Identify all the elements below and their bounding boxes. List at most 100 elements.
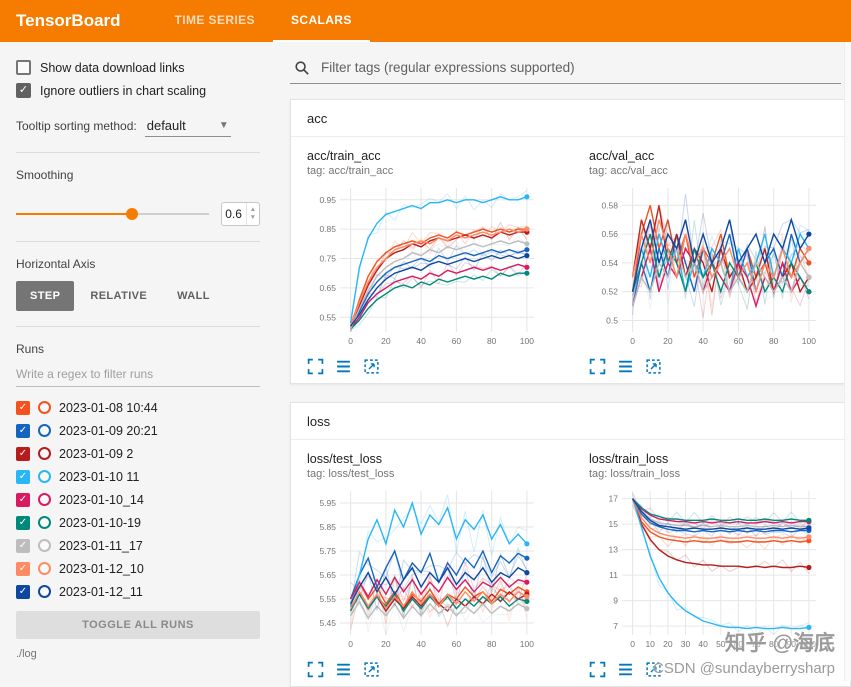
run-row[interactable]: ✓ 2023-01-11_17 — [16, 534, 260, 557]
run-checkbox[interactable]: ✓ — [16, 469, 30, 484]
smoothing-value-input[interactable] — [221, 203, 246, 225]
svg-text:40: 40 — [416, 639, 426, 649]
svg-text:40: 40 — [698, 639, 708, 649]
svg-text:5.55: 5.55 — [319, 594, 336, 604]
run-checkbox[interactable]: ✓ — [16, 423, 30, 438]
svg-text:0.85: 0.85 — [319, 224, 336, 234]
axis-option-relative[interactable]: RELATIVE — [76, 281, 161, 311]
run-radio[interactable] — [38, 493, 51, 506]
run-checkbox[interactable]: ✓ — [16, 446, 30, 461]
log-scale-icon[interactable] — [617, 661, 634, 678]
line-chart[interactable]: 7 9 11 13 15 17 0 10 20 30 40 50 60 70 80 90 100 — [589, 484, 825, 656]
chart-acc-val: acc/val_acc tag: acc/val_acc 0.5 0.52 0.54… — [589, 149, 825, 375]
fit-domain-icon[interactable] — [363, 661, 380, 678]
run-checkbox[interactable]: ✓ — [16, 492, 30, 507]
chart-toolbar — [589, 661, 825, 678]
run-label: 2023-01-08 10:44 — [59, 400, 158, 415]
run-checkbox[interactable]: ✓ — [16, 538, 30, 553]
axis-option-step[interactable]: STEP — [16, 281, 75, 311]
fullscreen-icon[interactable] — [307, 358, 324, 375]
smoothing-slider[interactable] — [16, 208, 209, 220]
log-scale-icon[interactable] — [335, 661, 352, 678]
svg-text:20: 20 — [381, 336, 391, 346]
smoothing-row: ▲ ▼ — [16, 202, 260, 226]
run-row[interactable]: ✓ 2023-01-08 10:44 — [16, 396, 260, 419]
run-checkbox[interactable]: ✓ — [16, 400, 30, 415]
tooltip-sorting-label: Tooltip sorting method: — [16, 119, 137, 133]
horizontal-axis-label: Horizontal Axis — [16, 257, 96, 271]
section-title-acc[interactable]: acc — [291, 100, 850, 137]
svg-text:0.58: 0.58 — [601, 200, 618, 210]
chart-title: acc/train_acc — [307, 149, 381, 163]
tooltip-sorting-select[interactable]: default ▼ — [144, 116, 231, 137]
run-radio[interactable] — [38, 401, 51, 414]
svg-text:80: 80 — [769, 639, 779, 649]
line-chart[interactable]: 0.55 0.65 0.75 0.85 0.95 0 20 40 60 80 100 — [307, 181, 543, 353]
run-checkbox[interactable]: ✓ — [16, 561, 30, 576]
toggle-all-runs-button[interactable]: TOGGLE ALL RUNS — [16, 611, 260, 639]
run-row[interactable]: ✓ 2023-01-10 11 — [16, 465, 260, 488]
line-chart[interactable]: 5.45 5.55 5.65 5.75 5.85 5.95 0 20 40 60 80 100 — [307, 484, 543, 656]
run-row[interactable]: ✓ 2023-01-12_10 — [16, 557, 260, 580]
fullscreen-icon[interactable] — [589, 358, 606, 375]
ignore-outliers-checkbox[interactable]: Ignore outliers in chart scaling — [16, 83, 260, 98]
run-row[interactable]: ✓ 2023-01-09 2 — [16, 442, 260, 465]
line-chart[interactable]: 0.5 0.52 0.54 0.56 0.58 0 20 40 60 80 100 — [589, 181, 825, 353]
svg-text:11: 11 — [609, 570, 618, 580]
run-radio[interactable] — [38, 516, 51, 529]
checkbox-icon — [16, 83, 31, 98]
scrollbar[interactable] — [844, 42, 851, 681]
svg-text:0: 0 — [348, 336, 353, 346]
show-download-links-checkbox[interactable]: Show data download links — [16, 60, 260, 75]
svg-text:0.65: 0.65 — [319, 283, 336, 293]
slider-thumb[interactable] — [125, 208, 138, 220]
svg-text:100: 100 — [520, 336, 534, 346]
axis-option-wall[interactable]: WALL — [163, 281, 224, 311]
svg-text:20: 20 — [381, 639, 391, 649]
run-radio[interactable] — [38, 562, 51, 575]
section-card-loss: loss loss/test_loss tag: loss/test_loss … — [290, 402, 851, 687]
run-radio[interactable] — [38, 424, 51, 437]
run-radio[interactable] — [38, 470, 51, 483]
svg-text:5.75: 5.75 — [319, 546, 336, 556]
run-filter-input[interactable] — [16, 362, 260, 387]
svg-text:40: 40 — [698, 336, 708, 346]
log-scale-icon[interactable] — [335, 358, 352, 375]
run-radio[interactable] — [38, 585, 51, 598]
fit-domain-icon[interactable] — [645, 358, 662, 375]
chart-tag: tag: acc/train_acc — [307, 165, 394, 177]
log-scale-icon[interactable] — [617, 358, 634, 375]
run-radio[interactable] — [38, 539, 51, 552]
run-radio[interactable] — [38, 447, 51, 460]
chart-title: acc/val_acc — [589, 149, 655, 163]
chart-title: loss/test_loss — [307, 452, 383, 466]
fullscreen-icon[interactable] — [589, 661, 606, 678]
run-row[interactable]: ✓ 2023-01-09 20:21 — [16, 419, 260, 442]
svg-text:90: 90 — [787, 639, 797, 649]
fullscreen-icon[interactable] — [307, 661, 324, 678]
run-label: 2023-01-12_11 — [59, 584, 143, 599]
tag-filter-input[interactable] — [319, 59, 837, 76]
section-card-acc: acc acc/train_acc tag: acc/train_acc 0.5… — [290, 99, 851, 384]
tab-scalars[interactable]: SCALARS — [272, 0, 370, 42]
svg-text:0: 0 — [630, 336, 635, 346]
tooltip-sorting-row: Tooltip sorting method: default ▼ — [16, 116, 260, 137]
run-row[interactable]: ✓ 2023-01-10_14 — [16, 488, 260, 511]
run-checkbox[interactable]: ✓ — [16, 515, 30, 530]
tab-time-series[interactable]: TIME SERIES — [174, 13, 255, 27]
run-checkbox[interactable]: ✓ — [16, 584, 30, 599]
fit-domain-icon[interactable] — [363, 358, 380, 375]
chart-toolbar — [307, 661, 543, 678]
chart-acc-train: acc/train_acc tag: acc/train_acc 0.55 0.6… — [307, 149, 543, 375]
run-label: 2023-01-12_10 — [59, 561, 144, 576]
run-label: 2023-01-09 20:21 — [59, 423, 158, 438]
run-row[interactable]: ✓ 2023-01-10-19 — [16, 511, 260, 534]
run-row[interactable]: ✓ 2023-01-12_11 — [16, 580, 260, 603]
fit-domain-icon[interactable] — [645, 661, 662, 678]
increment-arrow-icon[interactable]: ▲ — [249, 206, 256, 213]
svg-text:50: 50 — [716, 639, 726, 649]
svg-text:20: 20 — [663, 336, 673, 346]
decrement-arrow-icon[interactable]: ▼ — [249, 214, 256, 221]
section-title-loss[interactable]: loss — [291, 403, 850, 440]
